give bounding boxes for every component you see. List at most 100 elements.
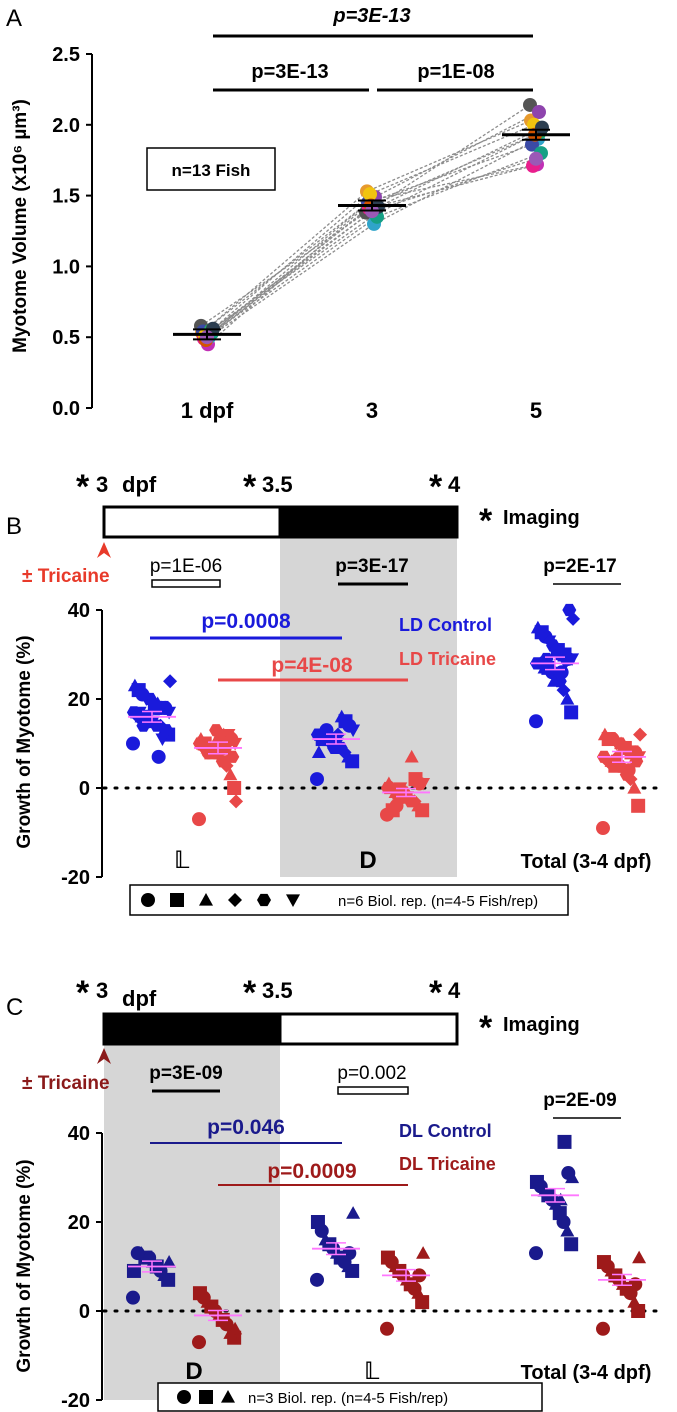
panel-b-p-control-l-d: p=0.0008 — [201, 610, 291, 633]
panel-a-n-label: n=13 Fish — [172, 161, 251, 180]
panel-c-period-d: D — [185, 1358, 202, 1385]
ytick-label: 40 — [68, 600, 90, 622]
panel-b-total-label: Total (3-4 dpf) — [521, 851, 652, 873]
data-point — [547, 674, 562, 687]
panel-a-ytick-label: 2.5 — [52, 44, 80, 66]
rep-symbol-triangle — [221, 1390, 235, 1403]
panel-a-ytick-label: 0.5 — [52, 327, 80, 349]
panel-b-legend-tricaine: LD Tricaine — [399, 649, 496, 669]
ytick-label: -20 — [61, 867, 90, 889]
rep-symbol-hexagon — [257, 893, 271, 907]
rep-symbol-square — [170, 893, 184, 907]
fish-point — [363, 187, 377, 202]
data-point — [411, 798, 426, 812]
panel-a-ylabel: Myotome Volume (x10⁶ µm³) — [10, 99, 31, 353]
data-point — [633, 727, 648, 742]
data-point — [535, 662, 550, 675]
panel-a-p-1-5: p=3E-13 — [332, 5, 410, 27]
data-point — [380, 1250, 395, 1265]
panel-b-tl-dpf: dpf — [122, 472, 157, 497]
data-point — [163, 674, 178, 689]
data-point — [126, 1263, 141, 1278]
data-point — [381, 776, 396, 790]
panel-c-star-4: * — [429, 974, 443, 1012]
rep-symbol-tri-down — [286, 894, 300, 907]
data-point — [310, 772, 324, 787]
panel-c-tl-4: 4 — [448, 978, 461, 1003]
data-point — [132, 706, 147, 720]
data-point — [193, 732, 208, 745]
panel-b-timeline-light — [102, 505, 282, 539]
data-point — [564, 1237, 579, 1252]
panel-a-category-3: 3 — [366, 398, 378, 423]
data-point — [192, 1286, 207, 1301]
panel-c-means — [128, 1187, 646, 1322]
panel-b-tl-4: 4 — [448, 472, 461, 497]
panel-b-dark-shading — [280, 537, 457, 877]
data-point — [346, 1206, 361, 1219]
data-point — [530, 620, 545, 634]
data-point — [380, 1321, 394, 1336]
panel-b-means — [128, 656, 646, 798]
data-point — [632, 1250, 647, 1264]
panel-b-rep-symbols — [141, 893, 300, 907]
panel-b-open-bar — [151, 579, 221, 588]
data-point — [228, 1321, 243, 1335]
panel-b-tl-3: 3 — [96, 472, 108, 497]
data-point — [151, 749, 166, 764]
data-point — [529, 1246, 543, 1261]
panel-b-tricaine-arrow-icon — [97, 542, 111, 558]
data-point — [223, 767, 238, 781]
data-point — [631, 798, 646, 813]
panel-c-tl-35: 3.5 — [262, 978, 293, 1003]
data-point — [130, 1246, 145, 1261]
panel-c-axes: -20 0 20 40 — [61, 1123, 658, 1412]
data-point — [310, 1215, 325, 1229]
panel-b-p-ctrl-tric-d: p=3E-17 — [335, 556, 408, 577]
data-point — [529, 714, 543, 729]
panel-b-tricaine-label: ± Tricaine — [22, 566, 110, 587]
panel-c-tricaine-arrow-icon — [97, 1048, 111, 1064]
data-point — [596, 821, 610, 836]
panel-b-period-d: D — [359, 847, 376, 874]
panel-a-ytick-label: 1.0 — [52, 256, 80, 278]
fish-point — [532, 105, 546, 120]
data-point — [408, 772, 423, 787]
panel-c-imaging-star: * — [479, 1009, 493, 1047]
panel-c-imaging-label: Imaging — [503, 1014, 580, 1036]
data-point — [596, 1255, 611, 1270]
panel-a-ytick-label: 0.0 — [52, 398, 80, 420]
panel-a-category-1dpf: 1 dpf — [181, 398, 234, 423]
panel-c-star-35: * — [243, 974, 257, 1012]
panel-c-tl-3: 3 — [96, 978, 108, 1003]
rep-symbol-triangle — [199, 893, 213, 906]
panel-c-dark-shading — [104, 1044, 280, 1400]
panel-a-p-1-3: p=3E-13 — [251, 61, 328, 83]
data-point — [543, 634, 558, 649]
panel-b-p-total: p=2E-17 — [543, 556, 616, 577]
panel-c-p-ctrl-tric-d: p=3E-09 — [149, 1063, 222, 1084]
data-point — [529, 1174, 544, 1189]
ytick-label: -20 — [61, 1390, 90, 1412]
data-point — [221, 729, 236, 742]
data-point — [229, 794, 244, 809]
panel-c-points — [126, 1134, 647, 1350]
data-point — [561, 1166, 576, 1181]
panel-c-period-l: 𝕃 — [364, 1358, 380, 1385]
panel-c-legend-tricaine: DL Tricaine — [399, 1154, 496, 1174]
panel-b-tl-35: 3.5 — [262, 472, 293, 497]
data-point — [602, 733, 617, 747]
panel-b-axes: -20 0 20 40 — [61, 600, 658, 889]
panel-c-timeline-dark — [102, 1012, 282, 1046]
data-point — [627, 781, 642, 794]
panel-b-legend-control: LD Control — [399, 615, 492, 635]
panel-c-rep-label: n=3 Biol. rep. (n=4-5 Fish/rep) — [248, 1390, 448, 1407]
panel-b-period-l: 𝕃 — [174, 847, 190, 874]
panel-b-p-ctrl-tric-l: p=1E-06 — [150, 556, 222, 577]
data-point — [564, 705, 579, 720]
panel-b-timeline-dark — [278, 505, 459, 539]
data-point — [614, 736, 629, 750]
data-point — [126, 736, 140, 751]
panel-c-timeline-light — [278, 1012, 459, 1046]
panel-letter-b: B — [6, 513, 22, 540]
